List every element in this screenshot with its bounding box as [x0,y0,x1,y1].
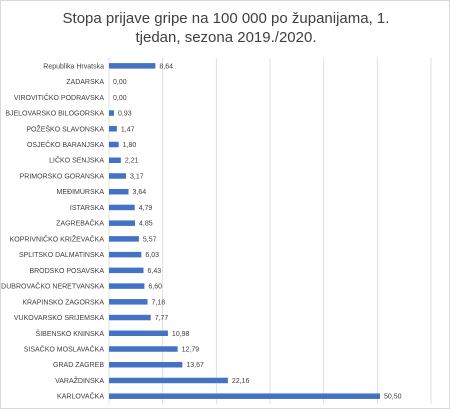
value-label: 22,16 [232,378,250,385]
bar [109,157,121,163]
value-label: 7,18 [152,299,166,306]
value-label: 50,50 [384,394,402,401]
value-label: 0,00 [113,95,127,102]
bar [109,314,151,321]
bar [109,251,142,258]
value-label: 0,93 [118,111,132,118]
category-label: ISTARSKA [70,205,104,212]
category-label: VARAŽDINSKA [55,376,104,385]
bar [109,346,178,352]
value-label: 1,80 [123,142,137,149]
bar [109,236,139,242]
bar [109,361,183,368]
category-label: KARLOVAČKA [57,392,104,401]
bar [109,283,145,289]
value-label: 12,79 [182,347,200,354]
bar [109,204,135,211]
category-label: SISAČKO MOSLAVAČKA [24,345,105,354]
category-label: VIROVITIČKO PODRAVSKA [14,93,104,102]
category-label: ZADARSKA [66,79,104,86]
value-label: 1,47 [121,126,135,133]
category-label: LIČKO SENJSKA [49,156,104,165]
category-label: ŠIBENSKO KNINSKA [36,329,105,338]
value-label: 7,77 [155,315,169,322]
bar [109,220,136,226]
value-label: 10,98 [172,331,190,338]
category-label: KOPRIVNIČKO KRIŽEVAČKA [10,234,105,243]
value-label: 5,57 [143,236,157,243]
bar [109,299,148,305]
bar [109,63,156,69]
category-label: Republika Hrvatska [43,63,104,70]
value-label: 4,79 [139,205,153,212]
bar [109,393,381,399]
category-label: SPLITSKO DALMATINSKA [19,252,104,259]
value-label: 2,21 [125,158,139,165]
value-label: 6,03 [145,252,159,259]
bar [109,377,228,384]
category-label: KRAPINSKO ZAGORSKA [22,299,104,306]
value-label: 8,64 [159,63,173,70]
category-label: MEĐIMURSKA [57,189,105,196]
value-label: 6,60 [148,284,162,291]
bar [109,188,129,195]
value-label: 4,85 [139,221,153,228]
value-label: 0,00 [113,79,127,86]
category-label: GRAD ZAGREB [53,362,104,369]
value-label: 3,17 [130,173,144,180]
bar [109,126,117,132]
bar [109,110,114,116]
value-label: 3,64 [133,189,147,196]
category-label: VUKOVARSKO SRIJEMSKA [14,315,104,322]
bar [109,330,168,337]
category-label: PRIMORSKO GORANSKA [20,173,105,180]
category-label: ZAGREBAČKA [56,219,104,228]
category-label: OSJEČKO BARANJSKA [27,140,104,149]
category-label: POŽEŠKO SLAVONSKA [26,124,104,133]
category-label: BRODSKO POSAVSKA [29,268,104,275]
bar [109,141,119,148]
bar [109,173,127,179]
category-label: BJELOVARSKO BILOGORSKA [5,111,104,118]
category-label: DUBROVAČKO NERETVANSKA [1,282,104,291]
value-label: 6,43 [148,268,162,275]
chart-title: Stopa prijave gripe na 100 000 po župani… [62,10,390,46]
value-label: 13,67 [186,362,204,369]
bar [109,267,144,274]
